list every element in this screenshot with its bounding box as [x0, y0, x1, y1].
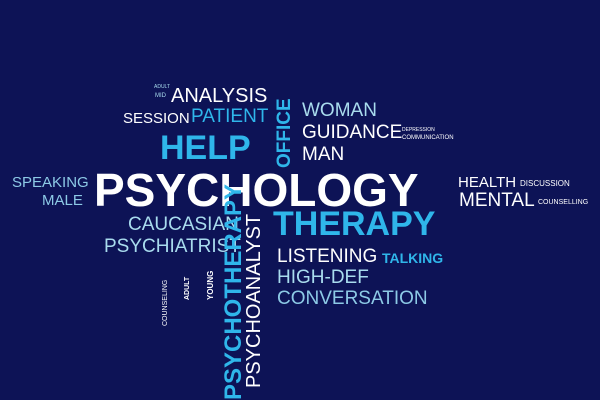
word-guidance: GUIDANCE — [302, 122, 403, 143]
word-patient: PATIENT — [191, 106, 269, 127]
word-health: HEALTH — [458, 174, 517, 191]
word-talking: TALKING — [382, 250, 444, 266]
word-caucasian: CAUCASIAN — [128, 214, 239, 235]
word-listening: LISTENING — [277, 246, 378, 267]
word-help: HELP — [160, 129, 251, 167]
word-communication: COMMUNICATION — [402, 135, 454, 141]
word-young: YOUNG — [206, 270, 215, 300]
word-office: OFFICE — [274, 98, 295, 168]
word-conversation: CONVERSATION — [277, 288, 428, 309]
word-session: SESSION — [123, 110, 190, 127]
word-discussion: DISCUSSION — [520, 179, 570, 188]
word-male: MALE — [42, 192, 83, 209]
word-speaking: SPEAKING — [12, 174, 89, 191]
word-mental: MENTAL — [459, 190, 535, 211]
word-psychiatrist: PSYCHIATRIST — [104, 236, 241, 257]
word-therapy: THERAPY — [273, 205, 436, 243]
word-depression: DEPRESSION — [402, 127, 435, 133]
word-counseling: COUNSELING — [162, 279, 169, 326]
word-mid: MID — [155, 93, 166, 99]
word-man: MAN — [302, 144, 345, 165]
word-psychology: PSYCHOLOGY — [94, 164, 419, 216]
word-adult: ADULT — [184, 276, 191, 300]
word-adult-small: ADULT — [154, 84, 171, 90]
word-psychoanalyst: PSYCHOANALYST — [243, 213, 265, 388]
word-high-def: HIGH-DEF — [277, 267, 369, 288]
word-counselling: COUNSELLING — [538, 199, 589, 206]
word-woman: WOMAN — [302, 100, 377, 121]
word-analysis: ANALYSIS — [171, 85, 268, 107]
